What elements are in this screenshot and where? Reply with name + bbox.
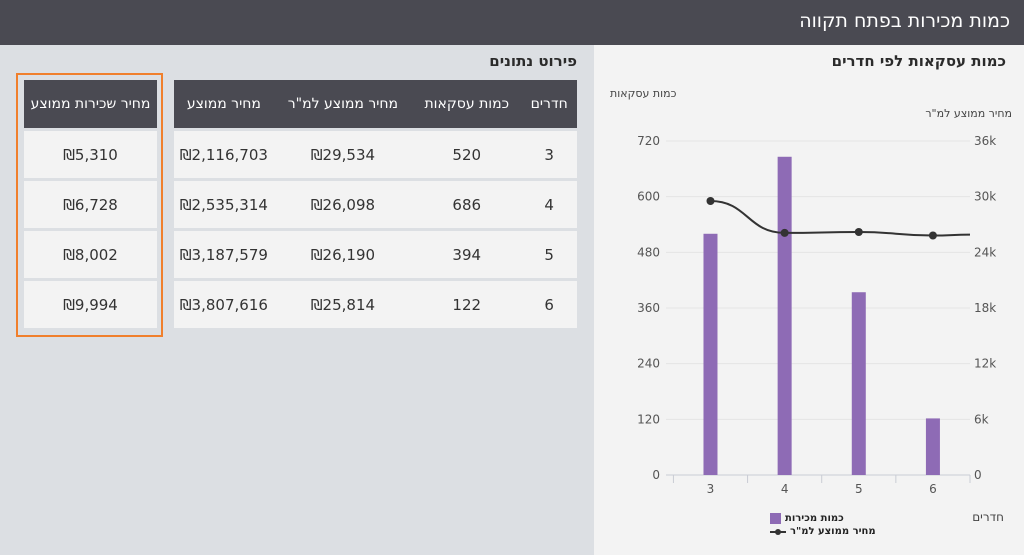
right-tick-label: 6k <box>974 412 989 426</box>
cell-avg-rent: ₪8,002 <box>24 228 157 278</box>
cell-avg-price: ₪3,187,579 <box>174 228 274 278</box>
table-row: ₪5,310 <box>24 128 157 178</box>
table-row: ₪3,807,616 ₪25,814 122 6 <box>174 278 577 328</box>
right-tick-label: 30k <box>974 190 996 204</box>
x-tick-label: 3 <box>707 482 715 496</box>
cell-avg-price-sqm: ₪26,098 <box>273 178 413 228</box>
cell-avg-rent: ₪5,310 <box>24 128 157 178</box>
cell-avg-price: ₪2,535,314 <box>174 178 274 228</box>
legend-item-bar: כמות מכירות <box>770 512 876 525</box>
cell-deals: 122 <box>412 278 522 328</box>
table-section-title: פירוט נתונים <box>489 52 577 70</box>
deals-by-rooms-chart: 0 0 120 6k 240 12k 360 18k 480 24k 600 30k 720 36k 3 4 5… <box>637 134 996 496</box>
left-tick-label: 0 <box>652 468 660 482</box>
legend-label-bar: כמות מכירות <box>785 513 844 524</box>
cell-avg-rent: ₪6,728 <box>24 178 157 228</box>
cell-deals: 394 <box>412 228 522 278</box>
table-header-row: מחיר ממוצע מחיר ממוצע למ"ר כמות עסקאות ח… <box>174 80 577 128</box>
left-tick-label: 120 <box>637 412 660 426</box>
table-row: ₪3,187,579 ₪26,190 394 5 <box>174 228 577 278</box>
left-tick-label: 480 <box>637 245 660 259</box>
chart-panel <box>594 45 1024 555</box>
col-header-avg-price-sqm: מחיר ממוצע למ"ר <box>273 80 413 128</box>
table-row: ₪9,994 <box>24 278 157 328</box>
cell-avg-price-sqm: ₪25,814 <box>273 278 413 328</box>
left-tick-label: 720 <box>637 134 660 148</box>
col-header-avg-rent: מחיר שכירות ממוצע <box>24 80 157 128</box>
bar <box>925 418 940 475</box>
cell-rooms: 5 <box>521 228 577 278</box>
col-header-avg-price: מחיר ממוצע <box>174 80 274 128</box>
cell-avg-rent: ₪9,994 <box>24 278 157 328</box>
line-point <box>928 231 937 240</box>
x-tick-label: 4 <box>781 482 789 496</box>
cell-deals: 520 <box>412 128 522 178</box>
right-tick-label: 12k <box>974 357 996 371</box>
left-tick-label: 360 <box>637 301 660 315</box>
table-row: ₪8,002 <box>24 228 157 278</box>
chart-legend: כמות מכירות מחיר ממוצע למ"ר <box>770 512 876 538</box>
legend-swatch-bar <box>770 513 781 524</box>
bar <box>777 156 792 475</box>
legend-item-line: מחיר ממוצע למ"ר <box>770 525 876 538</box>
cell-rooms: 6 <box>521 278 577 328</box>
rent-highlight-frame <box>16 73 163 337</box>
col-header-rooms: חדרים <box>521 80 577 128</box>
rent-header-row: מחיר שכירות ממוצע <box>24 80 157 128</box>
series-line <box>710 199 971 237</box>
right-tick-label: 24k <box>974 245 996 259</box>
left-tick-label: 600 <box>637 190 660 204</box>
table-row: ₪2,116,703 ₪29,534 520 3 <box>174 128 577 178</box>
table-row: ₪6,728 <box>24 178 157 228</box>
bar <box>851 292 866 475</box>
right-tick-label: 36k <box>974 134 996 148</box>
details-table: מחיר ממוצע מחיר ממוצע למ"ר כמות עסקאות ח… <box>174 80 577 328</box>
chart-section-title: כמות עסקאות לפי חדרים <box>831 52 1006 70</box>
x-tick-label: 6 <box>929 482 937 496</box>
x-tick-label: 5 <box>855 482 863 496</box>
cell-avg-price: ₪2,116,703 <box>174 128 274 178</box>
cell-rooms: 4 <box>521 178 577 228</box>
top-bar: כמות מכירות בפתח תקווה <box>0 0 1024 45</box>
cell-deals: 686 <box>412 178 522 228</box>
right-axis-label: מחיר ממוצע למ"ר <box>925 107 1012 120</box>
legend-swatch-line <box>770 526 786 537</box>
table-row: ₪2,535,314 ₪26,098 686 4 <box>174 178 577 228</box>
left-tick-label: 240 <box>637 357 660 371</box>
x-axis-label: חדרים <box>972 510 1004 524</box>
line-point <box>780 228 789 237</box>
col-header-deals: כמות עסקאות <box>412 80 522 128</box>
left-axis-label: כמות עסקאות <box>610 87 677 100</box>
bar <box>703 233 718 475</box>
cell-avg-price-sqm: ₪26,190 <box>273 228 413 278</box>
cell-avg-price: ₪3,807,616 <box>174 278 274 328</box>
right-tick-label: 0 <box>974 468 982 482</box>
rent-table: מחיר שכירות ממוצע ₪5,310 ₪6,728 ₪8,002 ₪… <box>24 80 157 328</box>
cell-rooms: 3 <box>521 128 577 178</box>
line-point <box>854 228 863 237</box>
line-point <box>706 196 715 205</box>
page-title: כמות מכירות בפתח תקווה <box>799 10 1010 32</box>
legend-label-line: מחיר ממוצע למ"ר <box>790 526 876 537</box>
cell-avg-price-sqm: ₪29,534 <box>273 128 413 178</box>
right-tick-label: 18k <box>974 301 996 315</box>
